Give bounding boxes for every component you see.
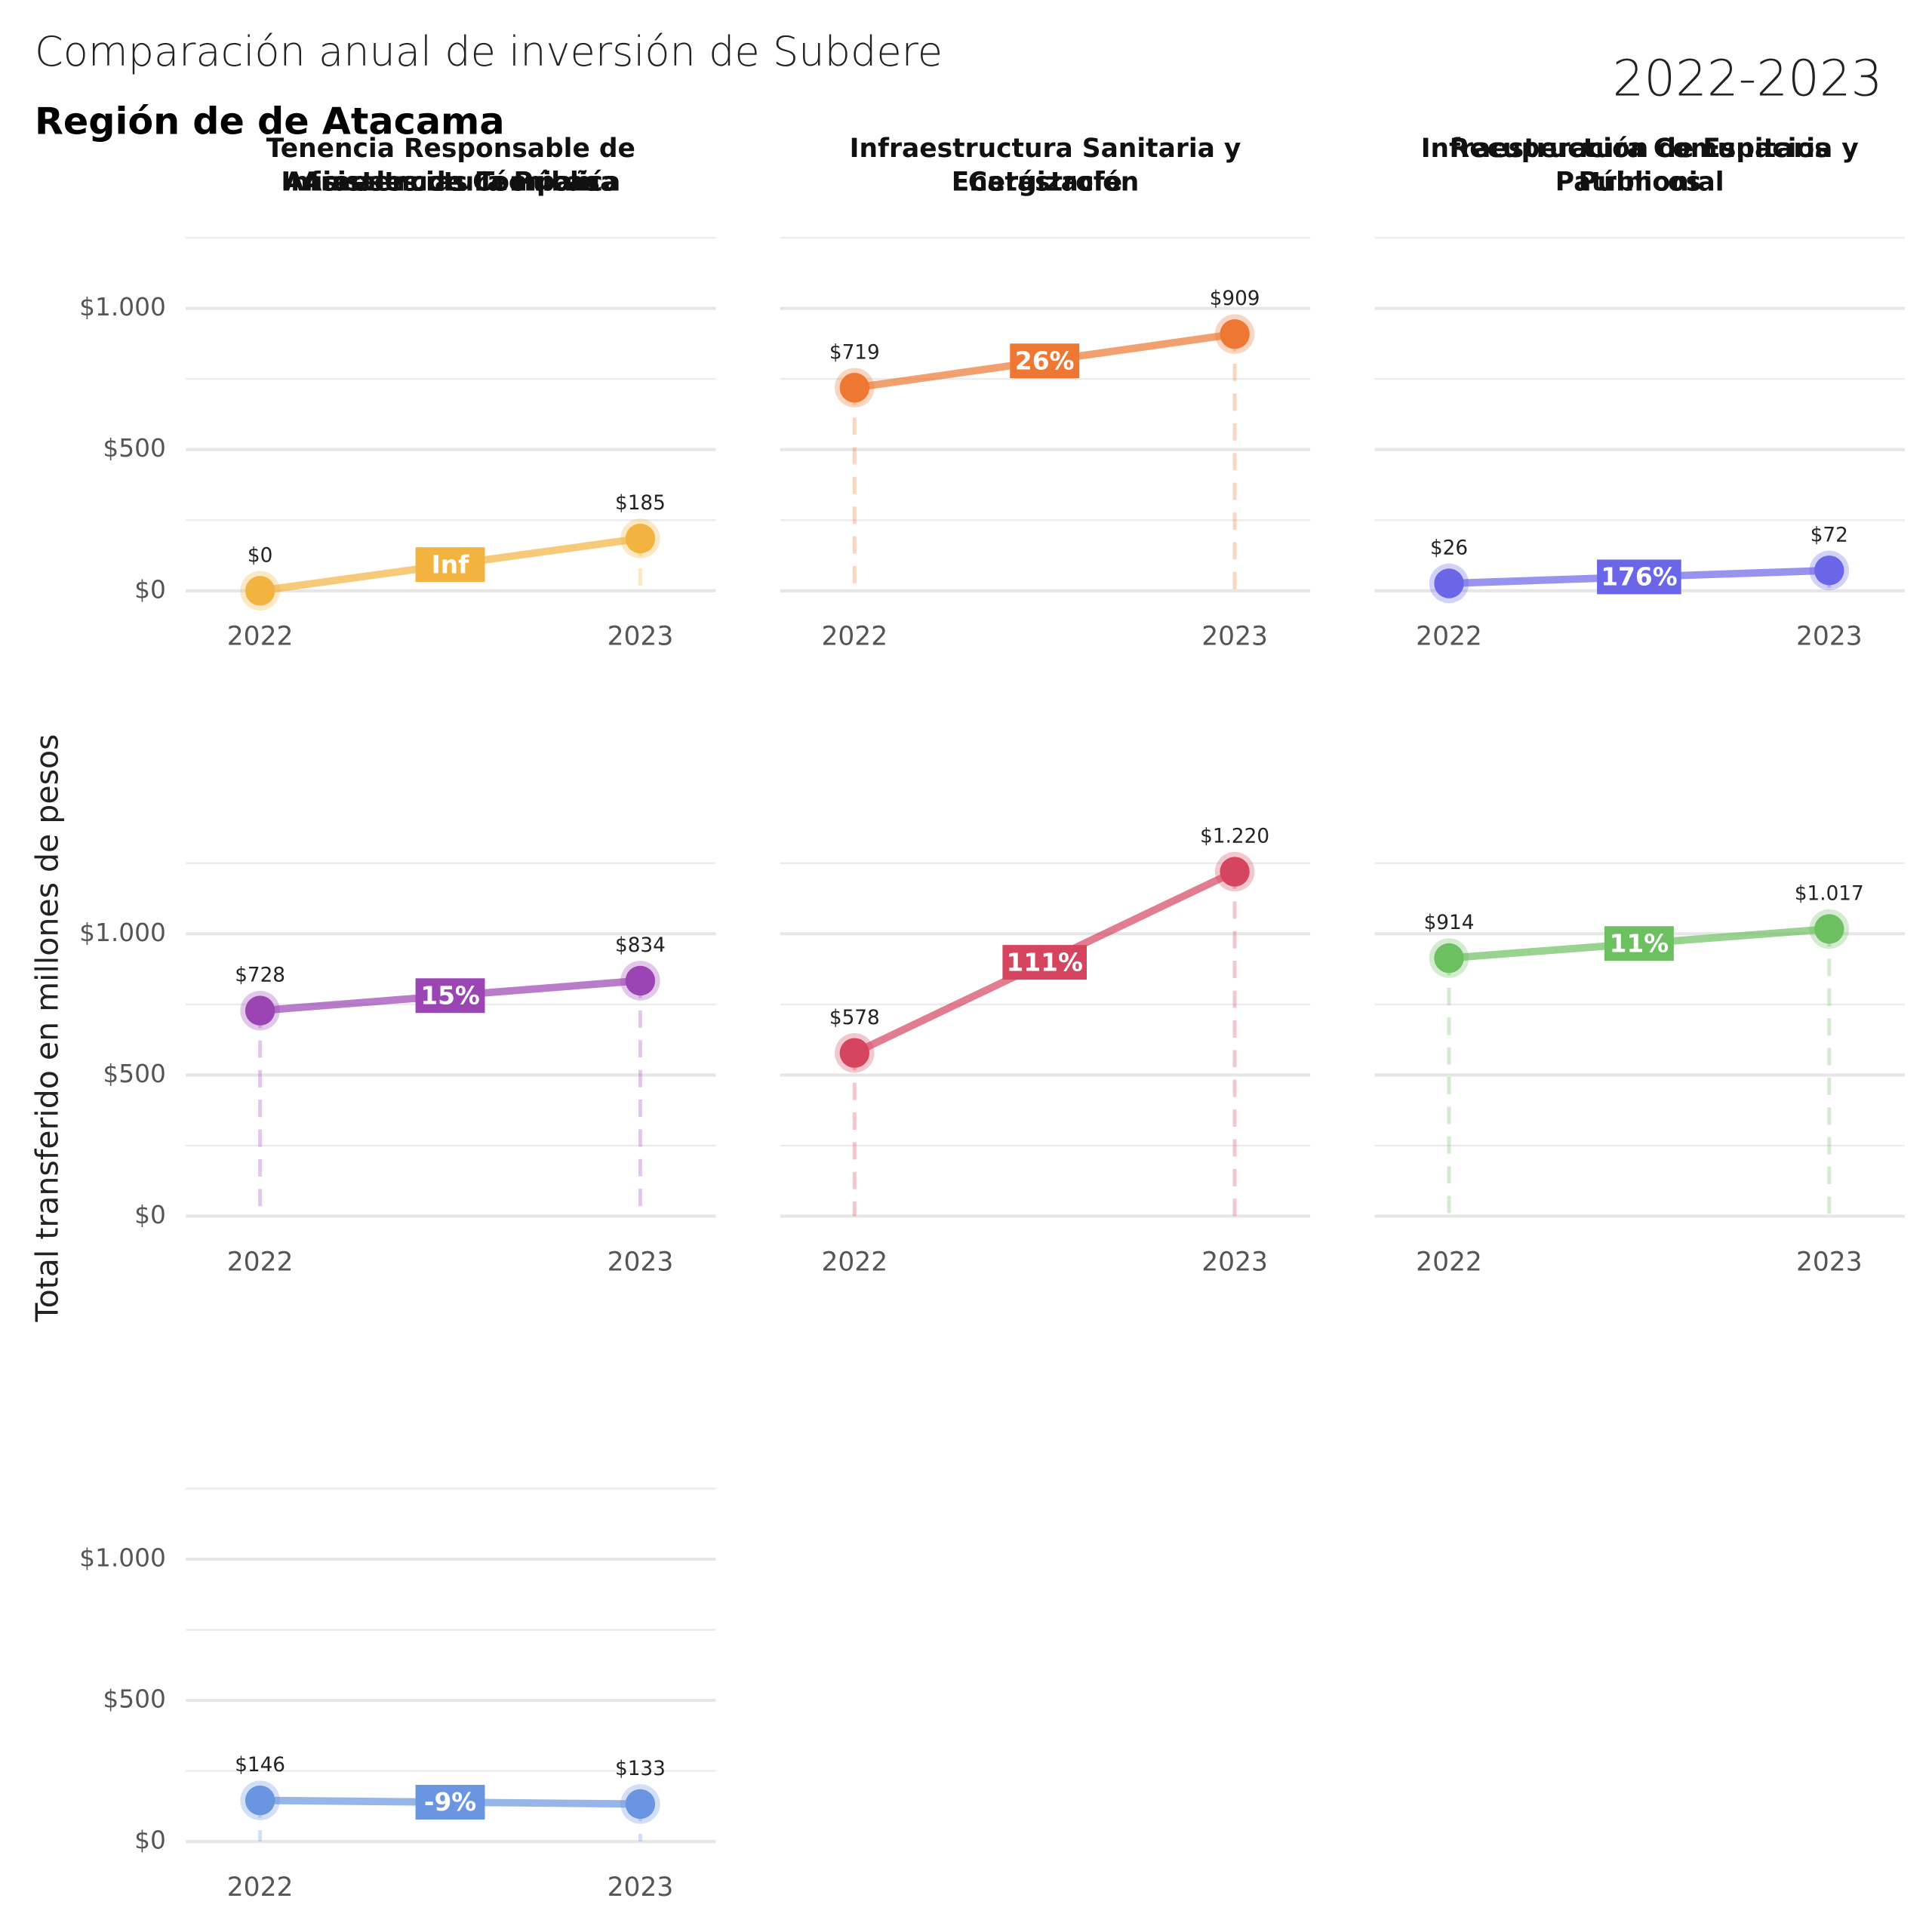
- x-tick-label: 2022: [1416, 1247, 1482, 1277]
- x-tick-label: 2023: [1796, 1247, 1863, 1277]
- point: [245, 1785, 275, 1816]
- change-label-box: [415, 1785, 485, 1820]
- value-label: $0: [248, 544, 272, 567]
- x-tick-label: 2022: [227, 1872, 294, 1903]
- change-label: 176%: [1601, 563, 1677, 592]
- value-label: $133: [615, 1758, 666, 1780]
- y-tick-label: $0: [134, 1201, 166, 1229]
- x-tick-label: 2023: [1796, 622, 1863, 652]
- point: [1434, 568, 1464, 598]
- value-label: $185: [615, 492, 666, 515]
- point: [1220, 318, 1250, 349]
- change-label-box: [1002, 945, 1087, 980]
- y-tick-label: $1.000: [79, 1544, 166, 1573]
- point: [1814, 914, 1844, 944]
- point: [625, 523, 656, 554]
- change-label: 15%: [420, 981, 480, 1010]
- facet-title: Públicos: [1578, 167, 1701, 197]
- y-tick-label: $500: [103, 434, 166, 463]
- x-tick-label: 2022: [227, 1247, 294, 1277]
- value-label: $26: [1430, 537, 1468, 560]
- facet-title: Patrimonial: [1555, 167, 1724, 197]
- y-tick-label: $500: [103, 1060, 166, 1088]
- facet-title: Animales de Compañía: [284, 167, 617, 197]
- x-tick-label: 2022: [227, 622, 294, 652]
- point: [1814, 555, 1844, 586]
- change-label-box: [415, 978, 485, 1014]
- x-tick-label: 2023: [608, 622, 674, 652]
- value-label: $578: [829, 1007, 880, 1029]
- chart-subtitle: Región de de Atacama: [35, 100, 505, 143]
- x-tick-label: 2022: [821, 1247, 888, 1277]
- value-label: $1.017: [1795, 883, 1864, 906]
- change-label-box: [1604, 926, 1674, 961]
- point: [245, 995, 275, 1026]
- facet-title: Infraestructura Sanitaria y: [850, 134, 1241, 164]
- y-tick-label: $1.000: [79, 293, 166, 321]
- value-label: $914: [1424, 912, 1475, 934]
- y-tick-label: $500: [103, 1685, 166, 1714]
- point: [839, 373, 869, 403]
- x-tick-label: 2023: [1201, 622, 1268, 652]
- change-label-box: [1010, 343, 1080, 379]
- x-tick-label: 2022: [821, 622, 888, 652]
- x-tick-label: 2022: [1416, 622, 1482, 652]
- change-label: 11%: [1610, 929, 1669, 958]
- point: [625, 1789, 656, 1820]
- point: [245, 576, 275, 606]
- facet-title: Infraestructura Comunitaria y: [1421, 134, 1859, 164]
- value-label: $834: [615, 934, 666, 957]
- facet-title: Energización: [952, 167, 1140, 197]
- change-label: Inf: [432, 550, 470, 579]
- value-label: $728: [235, 964, 285, 987]
- y-tick-label: $0: [134, 575, 166, 604]
- change-label-box: [415, 547, 485, 583]
- change-label: 111%: [1007, 948, 1083, 977]
- chart-title: Comparación anual de inversión de Subder…: [35, 28, 943, 75]
- change-label: -9%: [424, 1788, 476, 1817]
- facet-title: Infraestructura Pública: [281, 167, 620, 197]
- period: 2022-2023: [1613, 50, 1883, 107]
- change-label-box: [1597, 559, 1681, 595]
- value-label: $72: [1810, 524, 1848, 546]
- value-label: $146: [235, 1754, 285, 1777]
- value-label: $909: [1210, 288, 1260, 310]
- value-label: $1.220: [1200, 826, 1269, 848]
- point: [1220, 857, 1250, 887]
- point: [625, 965, 656, 996]
- facet-title: Catástrofe: [968, 167, 1122, 197]
- change-label: 26%: [1015, 346, 1075, 375]
- point: [1434, 943, 1464, 974]
- facet-title: Asistencias Técnicas: [302, 167, 600, 197]
- x-tick-label: 2023: [608, 1247, 674, 1277]
- facet-title: Tenencia Responsable de: [266, 134, 635, 164]
- x-tick-label: 2023: [608, 1872, 674, 1903]
- y-tick-label: $1.000: [79, 918, 166, 947]
- value-label: $719: [829, 341, 880, 364]
- y-tick-label: $0: [134, 1826, 166, 1855]
- facet-title: Recuperación de Espacios: [1450, 134, 1830, 164]
- y-axis-label: Total transferido en millones de pesos: [29, 734, 66, 1323]
- point: [839, 1038, 869, 1068]
- x-tick-label: 2023: [1201, 1247, 1268, 1277]
